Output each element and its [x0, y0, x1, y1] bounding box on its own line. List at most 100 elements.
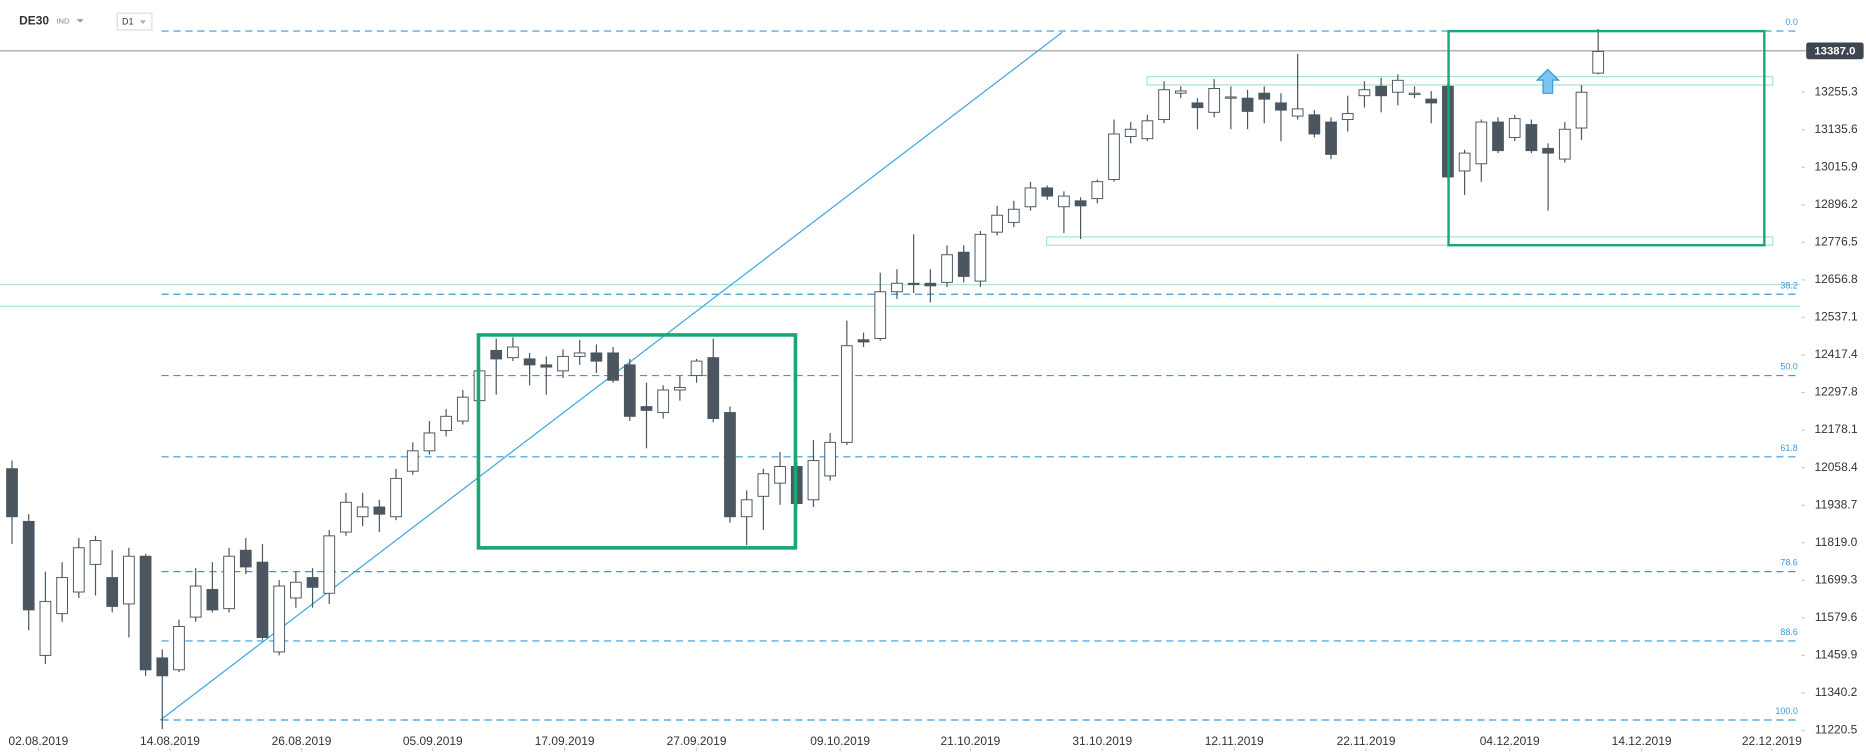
symbol-type: IND: [56, 17, 70, 26]
candle-body: [824, 441, 837, 477]
y-tick-label: 12896.2: [1814, 197, 1858, 211]
y-tick-label: 12537.1: [1814, 310, 1858, 324]
candle-body: [623, 364, 636, 417]
y-tick-label: 12178.1: [1814, 422, 1858, 436]
candle-body: [139, 555, 152, 671]
candle-body: [440, 415, 452, 431]
fib-label: 61.8: [1780, 443, 1797, 453]
x-tick-label: 02.08.2019: [8, 734, 68, 748]
candle-body: [1475, 121, 1488, 165]
candle-body: [273, 585, 286, 653]
y-tick-label: 11579.6: [1815, 610, 1858, 624]
candle-body: [1225, 96, 1237, 99]
candle-body: [223, 555, 235, 610]
last-price-box: [1806, 42, 1864, 60]
candle-body: [1275, 102, 1287, 111]
candle-body: [757, 473, 770, 497]
x-tick-label: 17.09.2019: [535, 734, 595, 748]
candle-body: [256, 561, 269, 638]
candle-body: [1141, 120, 1154, 140]
candle-body: [1325, 121, 1337, 155]
candle-body: [206, 589, 219, 611]
y-tick-label: 11938.7: [1815, 497, 1858, 511]
x-tick-label: 04.12.2019: [1480, 734, 1540, 748]
candle-body: [106, 577, 119, 607]
y-tick-label: 11459.9: [1815, 648, 1858, 662]
candle-body: [1375, 85, 1387, 97]
candle-body: [1358, 89, 1371, 97]
candles: [6, 28, 1605, 730]
candle-body: [1575, 91, 1588, 129]
candle-body: [507, 346, 519, 359]
candle-body: [406, 450, 419, 472]
candle-body: [523, 358, 536, 366]
candle-body: [356, 506, 369, 518]
x-tick-label: 14.12.2019: [1612, 734, 1672, 748]
candle-body: [974, 233, 987, 282]
candle-body: [724, 412, 736, 518]
candle-body: [490, 349, 503, 360]
y-tick-label: 13015.9: [1814, 159, 1858, 173]
candle-body: [1174, 90, 1187, 94]
candle-body: [907, 282, 920, 286]
candle-body: [674, 386, 686, 391]
timeframe: D1: [122, 17, 133, 27]
y-tick-label: 13255.3: [1814, 84, 1858, 98]
candle-body: [56, 577, 68, 615]
candle-body: [1308, 114, 1321, 135]
y-tick-label: 11340.2: [1815, 685, 1858, 699]
candle-body: [1007, 208, 1020, 223]
candle-body: [189, 585, 202, 618]
candle-body: [607, 352, 619, 381]
x-tick-label: 05.09.2019: [403, 734, 463, 748]
x-tick-label: 21.10.2019: [940, 734, 1000, 748]
symbol: DE30: [19, 14, 49, 28]
candle-body: [1291, 108, 1304, 117]
candle-body: [1542, 147, 1554, 154]
x-tick-label: 14.08.2019: [140, 734, 200, 748]
candle-body: [456, 396, 469, 422]
candle-body: [1041, 187, 1054, 197]
x-tick-label: 27.09.2019: [667, 734, 727, 748]
candle-body: [1592, 50, 1605, 74]
candle-body: [840, 345, 853, 443]
candle-body: [89, 540, 102, 565]
candle-body: [640, 406, 653, 411]
candle-body: [774, 466, 786, 484]
candle-body: [1241, 97, 1254, 112]
timeframe-select[interactable]: [116, 12, 153, 31]
resistance-zone: [1146, 75, 1774, 86]
candle-body: [740, 499, 753, 518]
y-tick-label: 12417.4: [1814, 347, 1858, 361]
candle-body: [573, 352, 586, 357]
candle-body: [807, 460, 820, 501]
x-tick-label: 22.11.2019: [1337, 734, 1396, 748]
candle-body: [1074, 200, 1087, 207]
candle-body: [1492, 121, 1504, 152]
candle-body: [1458, 152, 1471, 172]
candle-body: [39, 600, 52, 656]
candle-body: [991, 214, 1003, 233]
dropdown-arrow[interactable]: [76, 19, 84, 23]
axes: 13255.3 13135.6 13015.9 12896.2 12776.5 12656…: [8, 42, 1864, 752]
candle-body: [891, 282, 903, 293]
candle-body: [1208, 88, 1221, 113]
candle-body: [173, 626, 185, 671]
y-tick-label: 12297.8: [1814, 385, 1858, 399]
y-tick-label: 13135.6: [1814, 122, 1858, 136]
candle-body: [590, 352, 603, 362]
candle-body: [123, 555, 135, 605]
candle-body: [373, 506, 386, 515]
candle-body: [1425, 98, 1438, 104]
fib-label: 50.0: [1780, 362, 1797, 372]
x-tick-label: 12.11.2019: [1205, 734, 1264, 748]
candle-body: [390, 477, 402, 518]
candle-body: [1124, 128, 1137, 137]
dropdown-arrow: [139, 20, 146, 24]
candle-body: [289, 581, 302, 599]
pattern-box: [1447, 29, 1766, 247]
y-tick-label: 11220.5: [1815, 723, 1858, 737]
candle-body: [306, 577, 319, 588]
